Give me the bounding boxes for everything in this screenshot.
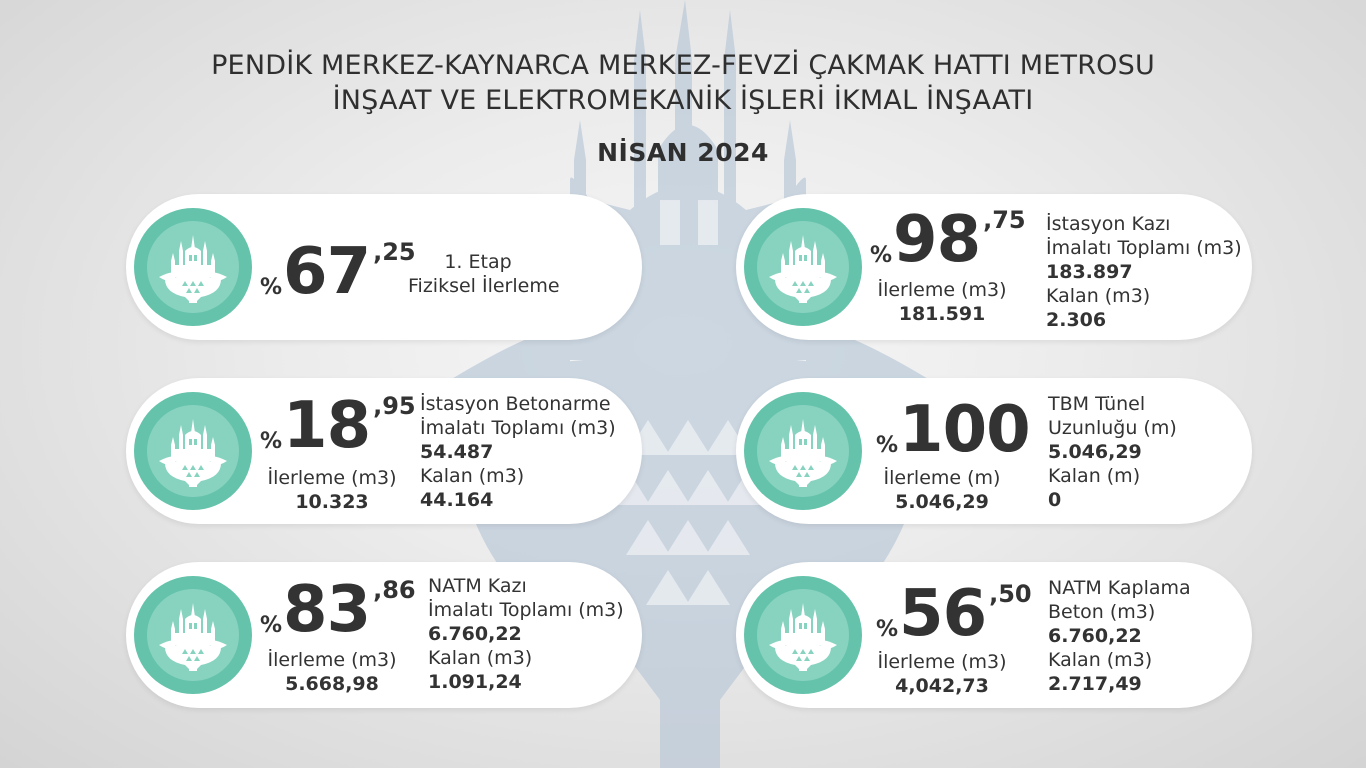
progress-block: İlerleme (m3) 181.591	[877, 279, 1007, 325]
report-date: NİSAN 2024	[597, 138, 769, 167]
progress-block: İlerleme (m3) 10.323	[267, 467, 397, 513]
progress-block: İlerleme (m3) 4,042,73	[877, 651, 1007, 697]
total-block: NATM Kaplama Beton (m3) 6.760,22 Kalan (…	[1048, 577, 1191, 695]
card-label: 1. Etap Fiziksel İlerleme	[408, 251, 560, 297]
card-natm-lining: % 56,50 İlerleme (m3) 4,042,73 NATM Kapla…	[736, 562, 1252, 708]
ibb-logo-icon	[744, 208, 862, 326]
ibb-logo-icon	[134, 392, 252, 510]
total-block: NATM Kazı İmalatı Toplamı (m3) 6.760,22 …	[428, 575, 624, 693]
total-block: İstasyon Betonarme İmalatı Toplamı (m3) …	[420, 393, 616, 511]
ibb-logo-icon	[744, 576, 862, 694]
card-station-excavation: % 98,75 İlerleme (m3) 181.591 İstasyon Ka…	[736, 194, 1252, 340]
percent-value: % 83,86	[260, 573, 416, 647]
card-station-concrete: % 18,95 İlerleme (m3) 10.323 İstasyon Bet…	[126, 378, 642, 524]
percent-value: % 98,75	[870, 203, 1026, 277]
progress-block: İlerleme (m3) 5.668,98	[267, 649, 397, 695]
card-physical-progress: % 67,25 1. Etap Fiziksel İlerleme	[126, 194, 642, 340]
total-block: TBM Tünel Uzunluğu (m) 5.046,29 Kalan (m…	[1048, 393, 1177, 511]
percent-value: % 67,25	[260, 235, 416, 309]
card-tbm-tunnel: % 100 İlerleme (m) 5.046,29 TBM Tünel Uzu…	[736, 378, 1252, 524]
percent-value: % 100	[876, 393, 1031, 467]
card-natm-excavation: % 83,86 İlerleme (m3) 5.668,98 NATM Kazı …	[126, 562, 642, 708]
header: PENDİK MERKEZ-KAYNARCA MERKEZ-FEVZİ ÇAKM…	[0, 48, 1366, 167]
percent-value: % 56,50	[876, 577, 1032, 651]
title-line-1: PENDİK MERKEZ-KAYNARCA MERKEZ-FEVZİ ÇAKM…	[211, 50, 1155, 81]
title-line-2: İNŞAAT VE ELEKTROMEKANİK İŞLERİ İKMAL İN…	[332, 85, 1034, 116]
percent-value: % 18,95	[260, 389, 416, 463]
ibb-logo-icon	[744, 392, 862, 510]
total-block: İstasyon Kazı İmalatı Toplamı (m3) 183.8…	[1046, 213, 1242, 331]
progress-block: İlerleme (m) 5.046,29	[883, 467, 1001, 513]
ibb-logo-icon	[134, 576, 252, 694]
ibb-logo-icon	[134, 208, 252, 326]
